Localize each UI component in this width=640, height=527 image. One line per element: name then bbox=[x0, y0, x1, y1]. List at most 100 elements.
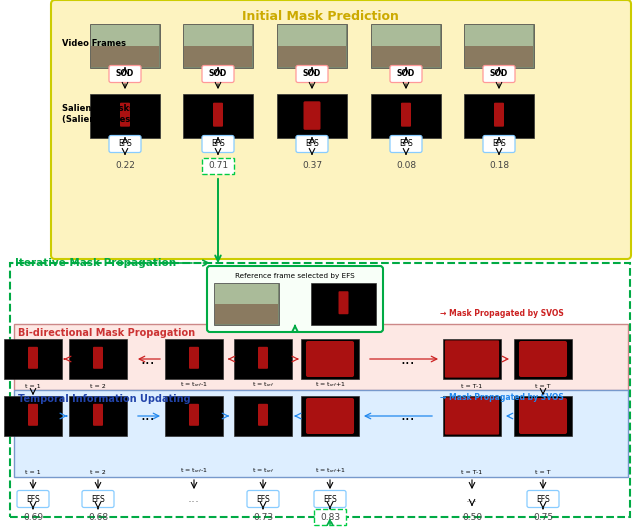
FancyBboxPatch shape bbox=[109, 65, 141, 83]
Text: Reference frame selected by EFS: Reference frame selected by EFS bbox=[235, 273, 355, 279]
Bar bbox=[215, 304, 278, 324]
FancyBboxPatch shape bbox=[390, 65, 422, 83]
Text: t = 1: t = 1 bbox=[25, 470, 41, 475]
Text: EFS: EFS bbox=[256, 494, 270, 503]
Bar bbox=[165, 339, 223, 379]
FancyBboxPatch shape bbox=[202, 135, 234, 152]
Text: SOD: SOD bbox=[303, 70, 321, 79]
Bar bbox=[165, 396, 223, 436]
Text: ...: ... bbox=[401, 352, 415, 366]
Text: ...: ... bbox=[141, 352, 156, 366]
Bar bbox=[278, 25, 346, 46]
Bar bbox=[465, 25, 533, 46]
Bar bbox=[314, 509, 346, 525]
Text: EFS: EFS bbox=[118, 140, 132, 149]
Text: 0.68: 0.68 bbox=[88, 512, 108, 522]
FancyBboxPatch shape bbox=[401, 103, 411, 126]
FancyBboxPatch shape bbox=[213, 103, 223, 126]
FancyBboxPatch shape bbox=[93, 404, 103, 426]
Text: 0.73: 0.73 bbox=[253, 512, 273, 522]
Text: 0.18: 0.18 bbox=[489, 161, 509, 171]
Bar bbox=[69, 396, 127, 436]
Bar bbox=[372, 25, 440, 46]
Text: ...: ... bbox=[466, 493, 478, 505]
Text: SOD: SOD bbox=[397, 70, 415, 79]
Text: → Mask Propagated by SVOS: → Mask Propagated by SVOS bbox=[440, 309, 564, 318]
Bar bbox=[278, 46, 346, 67]
FancyBboxPatch shape bbox=[189, 347, 199, 369]
Text: EFS: EFS bbox=[91, 494, 105, 503]
FancyBboxPatch shape bbox=[51, 0, 631, 259]
FancyBboxPatch shape bbox=[494, 103, 504, 126]
FancyBboxPatch shape bbox=[296, 65, 328, 83]
FancyBboxPatch shape bbox=[120, 103, 130, 126]
Text: t = t$_{ref}$+1: t = t$_{ref}$+1 bbox=[314, 466, 346, 475]
Bar bbox=[371, 94, 441, 138]
Bar bbox=[14, 390, 628, 477]
Bar bbox=[234, 339, 292, 379]
Bar bbox=[4, 396, 62, 436]
Bar bbox=[69, 339, 127, 379]
Text: EFS: EFS bbox=[305, 140, 319, 149]
Bar bbox=[443, 396, 501, 436]
Text: EFS: EFS bbox=[323, 494, 337, 503]
Text: Iterative Mask Propagation: Iterative Mask Propagation bbox=[15, 258, 176, 268]
Text: SOD: SOD bbox=[116, 70, 134, 79]
Text: 0.22: 0.22 bbox=[115, 161, 135, 171]
Text: EFS: EFS bbox=[211, 140, 225, 149]
Bar bbox=[91, 46, 159, 67]
Bar bbox=[214, 283, 279, 325]
Bar bbox=[4, 339, 62, 379]
Text: Temporal Information Updating: Temporal Information Updating bbox=[18, 394, 191, 404]
FancyBboxPatch shape bbox=[314, 491, 346, 508]
Text: 0.75: 0.75 bbox=[533, 512, 553, 522]
Bar bbox=[90, 24, 160, 68]
Bar bbox=[464, 94, 534, 138]
Bar bbox=[91, 25, 159, 46]
Text: ...: ... bbox=[401, 408, 415, 424]
Text: Initial Mask Prediction: Initial Mask Prediction bbox=[241, 10, 399, 23]
Bar bbox=[465, 46, 533, 67]
FancyBboxPatch shape bbox=[17, 491, 49, 508]
Bar bbox=[371, 24, 441, 68]
FancyBboxPatch shape bbox=[339, 291, 349, 314]
Bar bbox=[183, 24, 253, 68]
FancyBboxPatch shape bbox=[28, 404, 38, 426]
Text: t = 1: t = 1 bbox=[25, 384, 41, 389]
FancyBboxPatch shape bbox=[28, 347, 38, 369]
FancyBboxPatch shape bbox=[303, 101, 321, 130]
Bar bbox=[10, 263, 630, 517]
Text: EFS: EFS bbox=[492, 140, 506, 149]
Text: ...: ... bbox=[141, 408, 156, 424]
Text: t = T-1: t = T-1 bbox=[461, 470, 483, 475]
FancyBboxPatch shape bbox=[296, 135, 328, 152]
Text: t = t$_{ref}$-1: t = t$_{ref}$-1 bbox=[180, 380, 208, 389]
Bar bbox=[277, 94, 347, 138]
Text: t = T: t = T bbox=[535, 384, 551, 389]
Text: → Mask Propagated by SVOS: → Mask Propagated by SVOS bbox=[440, 394, 564, 403]
Bar bbox=[184, 46, 252, 67]
Text: t = 2: t = 2 bbox=[90, 470, 106, 475]
Text: Saliency Masks
(Saliency cues): Saliency Masks (Saliency cues) bbox=[62, 104, 134, 124]
Text: ...: ... bbox=[188, 493, 200, 505]
FancyBboxPatch shape bbox=[202, 65, 234, 83]
Text: t = t$_{ref}$: t = t$_{ref}$ bbox=[252, 466, 275, 475]
Text: 0.37: 0.37 bbox=[302, 161, 322, 171]
Text: Video Frames: Video Frames bbox=[62, 40, 126, 48]
Text: t = T: t = T bbox=[535, 470, 551, 475]
Bar bbox=[372, 46, 440, 67]
Bar bbox=[301, 339, 359, 379]
Text: 0.71: 0.71 bbox=[208, 161, 228, 171]
Bar bbox=[514, 396, 572, 436]
Bar bbox=[277, 24, 347, 68]
Text: 0.69: 0.69 bbox=[23, 512, 43, 522]
Text: SOD: SOD bbox=[490, 70, 508, 79]
FancyBboxPatch shape bbox=[527, 491, 559, 508]
FancyBboxPatch shape bbox=[519, 341, 567, 377]
Bar bbox=[234, 396, 292, 436]
FancyBboxPatch shape bbox=[306, 398, 354, 434]
FancyBboxPatch shape bbox=[445, 340, 499, 378]
Bar bbox=[464, 24, 534, 68]
Text: t = 2: t = 2 bbox=[90, 384, 106, 389]
Bar bbox=[301, 396, 359, 436]
